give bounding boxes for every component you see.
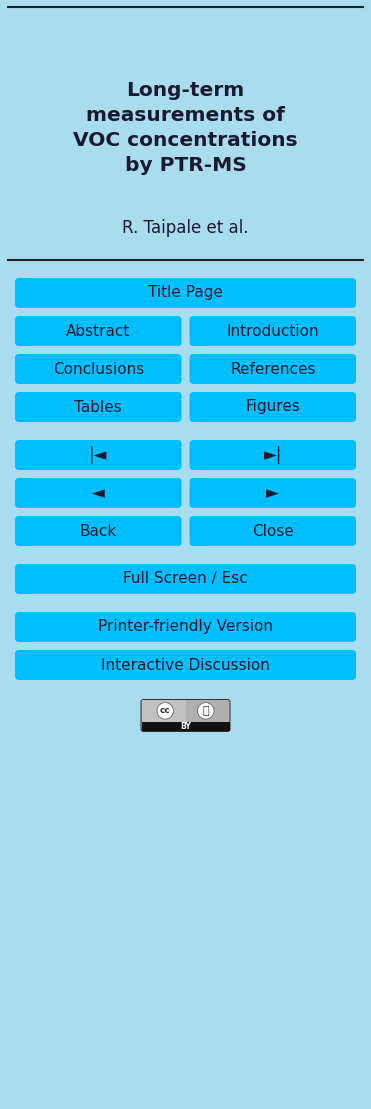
Text: Full Screen / Esc: Full Screen / Esc <box>123 571 248 587</box>
FancyBboxPatch shape <box>190 516 356 546</box>
Text: Long-term
measurements of
VOC concentrations
by PTR-MS: Long-term measurements of VOC concentrat… <box>73 81 298 175</box>
Text: ►|: ►| <box>263 446 282 464</box>
FancyBboxPatch shape <box>190 316 356 346</box>
FancyBboxPatch shape <box>15 440 181 470</box>
Bar <box>141 700 186 731</box>
FancyBboxPatch shape <box>190 440 356 470</box>
Text: Back: Back <box>80 523 117 539</box>
Text: Close: Close <box>252 523 293 539</box>
FancyBboxPatch shape <box>15 612 356 642</box>
FancyBboxPatch shape <box>15 354 181 384</box>
Text: Abstract: Abstract <box>66 324 131 338</box>
Text: cc: cc <box>160 706 171 715</box>
Text: ◄: ◄ <box>92 484 105 502</box>
FancyBboxPatch shape <box>141 699 230 732</box>
Text: |◄: |◄ <box>89 446 108 464</box>
FancyBboxPatch shape <box>15 650 356 680</box>
Text: Tables: Tables <box>74 399 122 415</box>
Text: References: References <box>230 362 315 376</box>
FancyBboxPatch shape <box>141 700 230 731</box>
Text: ⓘ: ⓘ <box>203 705 209 715</box>
Text: Conclusions: Conclusions <box>53 362 144 376</box>
Circle shape <box>197 703 214 719</box>
FancyBboxPatch shape <box>15 478 181 508</box>
Text: Printer-friendly Version: Printer-friendly Version <box>98 620 273 634</box>
Bar <box>141 722 230 731</box>
Text: Title Page: Title Page <box>148 285 223 301</box>
Text: R. Taipale et al.: R. Taipale et al. <box>122 218 249 237</box>
Circle shape <box>157 703 174 719</box>
FancyBboxPatch shape <box>15 391 181 423</box>
FancyBboxPatch shape <box>190 391 356 423</box>
FancyBboxPatch shape <box>190 478 356 508</box>
Text: ►: ► <box>266 484 279 502</box>
Text: Figures: Figures <box>245 399 300 415</box>
FancyBboxPatch shape <box>190 354 356 384</box>
Text: Interactive Discussion: Interactive Discussion <box>101 658 270 672</box>
FancyBboxPatch shape <box>15 278 356 308</box>
Text: Introduction: Introduction <box>226 324 319 338</box>
Text: BY: BY <box>180 722 191 731</box>
FancyBboxPatch shape <box>15 564 356 594</box>
FancyBboxPatch shape <box>15 316 181 346</box>
FancyBboxPatch shape <box>15 516 181 546</box>
